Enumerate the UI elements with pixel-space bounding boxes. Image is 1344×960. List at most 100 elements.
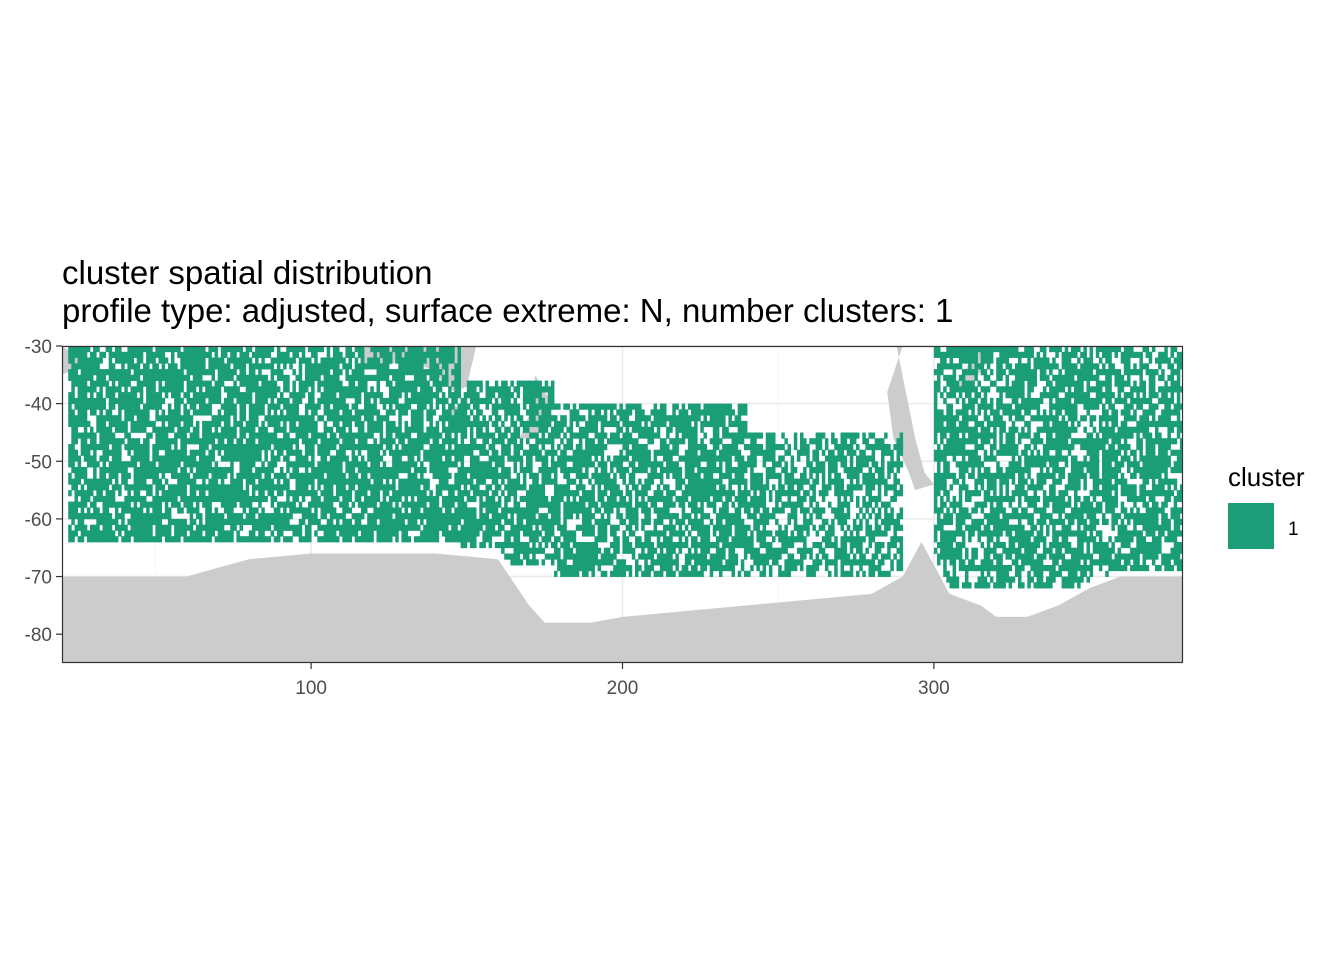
cluster-cell bbox=[311, 369, 315, 376]
cluster-cell bbox=[199, 530, 203, 537]
cluster-cell bbox=[233, 449, 237, 456]
cluster-cell bbox=[301, 507, 306, 514]
cluster-cell bbox=[124, 432, 128, 439]
cluster-cell bbox=[504, 449, 508, 456]
cluster-cell bbox=[124, 530, 128, 537]
cluster-cell bbox=[382, 484, 387, 491]
cluster-cell bbox=[687, 484, 692, 491]
cluster-cell bbox=[697, 507, 701, 514]
cluster-cell bbox=[379, 478, 384, 485]
cluster-cell bbox=[547, 524, 552, 531]
cluster-cell bbox=[526, 495, 530, 503]
cluster-cell bbox=[189, 524, 194, 531]
cluster-cell bbox=[588, 495, 592, 503]
cluster-cell bbox=[504, 409, 508, 416]
cluster-cell bbox=[675, 559, 679, 566]
cluster-cell bbox=[610, 501, 614, 508]
cluster-cell bbox=[348, 351, 353, 358]
cluster-cell bbox=[230, 346, 234, 353]
cluster-cell bbox=[666, 501, 670, 508]
cluster-cell bbox=[532, 495, 536, 503]
cluster-cell bbox=[663, 455, 667, 462]
cluster-cell bbox=[261, 374, 265, 381]
cluster-cell bbox=[395, 374, 399, 381]
cluster-cell bbox=[270, 530, 275, 537]
cluster-cell bbox=[314, 495, 318, 503]
cluster-cell bbox=[304, 438, 309, 445]
cluster-cell bbox=[448, 426, 452, 433]
cluster-cell bbox=[426, 536, 430, 543]
cluster-cell bbox=[301, 484, 306, 491]
cluster-cell bbox=[186, 392, 191, 399]
cluster-cell bbox=[354, 363, 359, 370]
cluster-cell bbox=[96, 415, 100, 422]
cluster-cell bbox=[202, 449, 206, 456]
cluster-cell bbox=[127, 363, 131, 370]
cluster-cell bbox=[164, 438, 169, 445]
cluster-cell bbox=[407, 513, 412, 520]
cluster-cell bbox=[675, 449, 679, 456]
cluster-cell bbox=[420, 478, 424, 485]
cluster-cell bbox=[301, 386, 306, 393]
cluster-cell bbox=[77, 455, 82, 462]
cluster-cell bbox=[174, 369, 178, 376]
cluster-cell bbox=[613, 495, 617, 503]
cluster-cell bbox=[569, 426, 574, 433]
cluster-cell bbox=[538, 426, 542, 433]
cluster-cell bbox=[192, 507, 197, 514]
cluster-cell bbox=[672, 524, 676, 531]
cluster-cell bbox=[385, 518, 390, 526]
cluster-cell bbox=[569, 536, 574, 543]
cluster-cell bbox=[308, 380, 312, 387]
cluster-cell bbox=[591, 553, 595, 560]
cluster-cell bbox=[195, 409, 200, 416]
cluster-cell bbox=[407, 478, 412, 485]
cluster-cell bbox=[429, 351, 433, 358]
cluster-cell bbox=[625, 536, 630, 543]
cluster-cell bbox=[622, 444, 627, 451]
cluster-cell bbox=[401, 518, 405, 526]
cluster-cell bbox=[258, 403, 262, 410]
cluster-cell bbox=[308, 444, 312, 451]
cluster-cell bbox=[83, 455, 88, 462]
cluster-cell bbox=[569, 490, 574, 497]
cluster-cell bbox=[304, 374, 309, 381]
cluster-cell bbox=[105, 513, 110, 520]
cluster-cell bbox=[283, 357, 287, 364]
cluster-cell bbox=[451, 346, 455, 353]
cluster-cell bbox=[482, 420, 486, 428]
cluster-cell bbox=[127, 536, 131, 543]
cluster-cell bbox=[572, 403, 577, 410]
cluster-cell bbox=[96, 426, 100, 433]
cluster-cell bbox=[438, 455, 443, 462]
cluster-cell bbox=[295, 455, 300, 462]
cluster-cell bbox=[417, 524, 421, 531]
cluster-cell bbox=[183, 467, 187, 474]
cluster-cell bbox=[485, 507, 490, 514]
cluster-cell bbox=[357, 380, 362, 387]
cluster-cell bbox=[124, 380, 128, 387]
cluster-cell bbox=[146, 380, 150, 387]
cluster-cell bbox=[239, 495, 244, 503]
cluster-cell bbox=[80, 495, 85, 503]
cluster-cell bbox=[242, 351, 247, 358]
cluster-cell bbox=[360, 420, 365, 428]
cluster-cell bbox=[466, 513, 471, 520]
cluster-cell bbox=[678, 409, 683, 416]
cluster-cell bbox=[669, 524, 673, 531]
cluster-cell bbox=[454, 415, 458, 422]
cluster-cell bbox=[376, 530, 381, 537]
cluster-cell bbox=[227, 432, 231, 439]
cluster-cell bbox=[86, 461, 91, 468]
cluster-cell bbox=[448, 495, 452, 503]
cluster-cell bbox=[258, 495, 262, 503]
cluster-cell bbox=[96, 530, 100, 537]
cluster-cell bbox=[603, 432, 608, 439]
cluster-cell bbox=[248, 444, 253, 451]
cluster-cell bbox=[373, 392, 377, 399]
cluster-cell bbox=[407, 403, 412, 410]
cluster-cell bbox=[373, 449, 377, 456]
cluster-cell bbox=[217, 467, 222, 474]
cluster-cell bbox=[395, 351, 399, 358]
cluster-cell bbox=[205, 461, 209, 468]
